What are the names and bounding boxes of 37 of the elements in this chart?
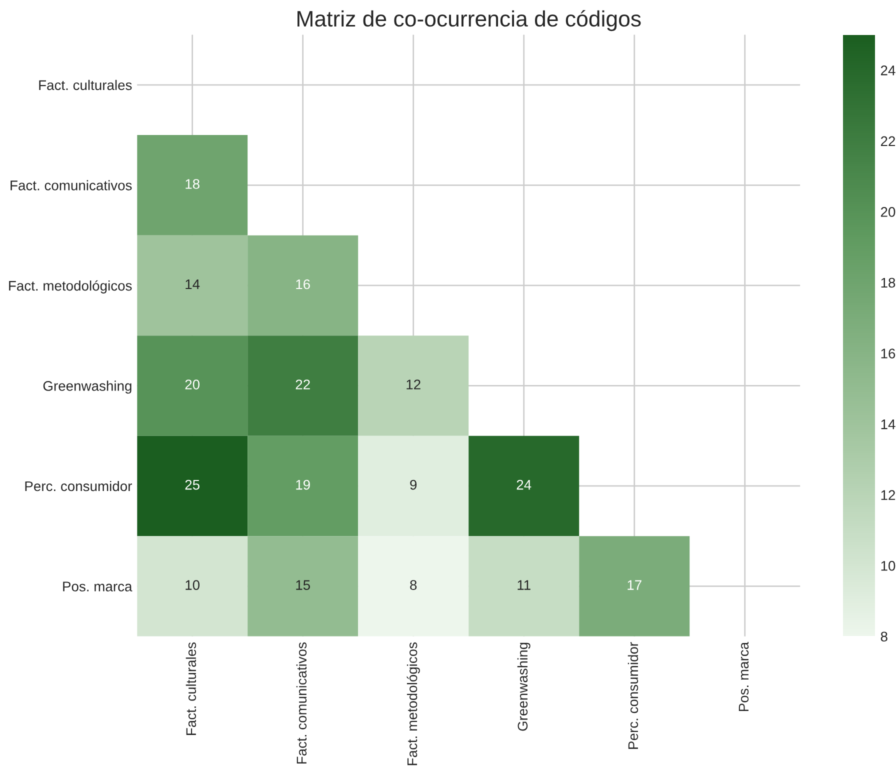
y-tick-label: Greenwashing <box>43 380 132 394</box>
data-label: 18 <box>186 179 200 189</box>
y-tick-label: Fact. comunicativos <box>10 180 132 190</box>
y-tick-label: Perc. consumidor <box>25 480 132 492</box>
data-label: 19 <box>296 480 310 490</box>
color-bar-label: 18 <box>881 278 896 288</box>
y-tick-label: Fact. metodológicos <box>9 280 132 294</box>
x-tick-label: Fact. comunicativos <box>296 642 307 764</box>
x-tick-label: Pos. marca <box>738 642 749 712</box>
y-tick-label: Fact. culturales <box>39 80 132 90</box>
data-label: 17 <box>628 580 642 590</box>
data-label: 24 <box>516 480 532 490</box>
x-tick-label: Fact. metodológicos <box>406 642 420 766</box>
color-bar-label: 10 <box>881 560 896 571</box>
color-bar-label: 8 <box>880 632 888 642</box>
y-tick-label: Pos. marca <box>63 582 132 592</box>
data-label: 12 <box>406 380 420 390</box>
x-tick-label: Perc. consumidor <box>628 642 638 749</box>
data-label: 14 <box>186 279 200 290</box>
x-tick-label: Fact. culturales <box>186 642 196 735</box>
data-label: 8 <box>410 580 417 590</box>
color-bar-label: 12 <box>881 490 896 500</box>
color-bar-label: 24 <box>880 66 896 76</box>
color-bar-label: 22 <box>880 136 896 146</box>
data-label: 10 <box>186 580 200 590</box>
color-bar-label: 16 <box>881 348 896 358</box>
x-tick-label: Greenwashing <box>517 642 530 731</box>
data-label: 16 <box>296 279 310 290</box>
data-label: 25 <box>185 480 200 490</box>
data-label: 9 <box>410 480 417 490</box>
data-label: 22 <box>296 380 310 390</box>
color-bar-label: 20 <box>880 207 896 217</box>
chart-title: Matriz de co-ocurrencia de códigos <box>298 10 641 32</box>
color-bar-label: 14 <box>881 420 896 430</box>
data-label: 11 <box>518 580 530 590</box>
data-label: 20 <box>185 380 200 390</box>
data-label: 15 <box>296 580 310 590</box>
